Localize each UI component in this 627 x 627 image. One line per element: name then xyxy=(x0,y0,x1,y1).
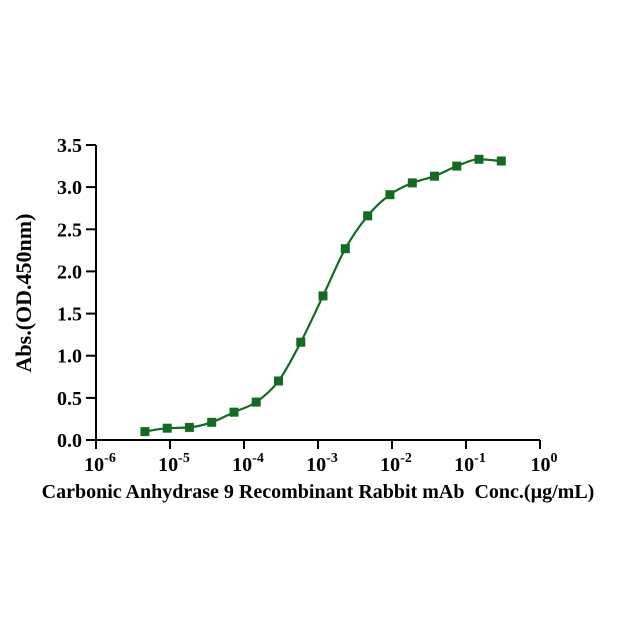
x-tick-label: 10-1 xyxy=(454,451,486,476)
y-tick-label: 1.5 xyxy=(57,304,82,326)
data-point-marker xyxy=(474,154,484,164)
axes xyxy=(95,145,540,441)
data-point-marker xyxy=(296,337,306,347)
data-point-marker xyxy=(251,397,261,407)
data-point-marker xyxy=(430,171,439,181)
y-tick-label: 3.0 xyxy=(57,177,82,199)
data-point-marker xyxy=(340,244,350,254)
y-axis-title: Abs.(OD.450nm) xyxy=(11,214,36,373)
data-point-marker xyxy=(162,423,172,433)
x-axis-title: Carbonic Anhydrase 9 Recombinant Rabbit … xyxy=(42,481,595,503)
x-tick-label: 10-4 xyxy=(232,451,264,476)
x-tick-label: 100 xyxy=(531,451,558,476)
tick-layer: 0.0 0.5 1.0 1.5 2.0 2.5 3.0 3.5 10-6 10-5 10-4 10-3… xyxy=(57,135,558,476)
data-point-marker xyxy=(140,427,150,437)
y-tick-label: 2.0 xyxy=(57,261,82,283)
data-point-marker xyxy=(407,178,417,188)
x-tick-label: 10-6 xyxy=(84,451,116,476)
x-tick-label: 10-2 xyxy=(380,451,412,476)
y-tick-label: 1.0 xyxy=(57,346,82,368)
data-point-marker xyxy=(229,407,239,417)
data-point-marker xyxy=(207,417,217,427)
data-point-marker xyxy=(496,156,506,166)
y-tick-label: 0.0 xyxy=(57,430,82,452)
data-point-marker xyxy=(363,211,373,221)
y-tick-label: 0.5 xyxy=(57,388,82,410)
data-point-marker xyxy=(318,291,328,301)
marker-layer xyxy=(140,154,506,437)
x-tick-label: 10-5 xyxy=(158,451,190,476)
axis-spines xyxy=(95,145,540,441)
y-tick-label: 3.5 xyxy=(57,135,82,157)
data-point-marker xyxy=(452,161,462,171)
y-tick-label: 2.5 xyxy=(57,219,82,241)
data-point-marker xyxy=(385,190,395,200)
data-point-marker xyxy=(274,376,283,386)
x-tick-label: 10-3 xyxy=(306,451,338,476)
data-point-marker xyxy=(184,422,194,432)
